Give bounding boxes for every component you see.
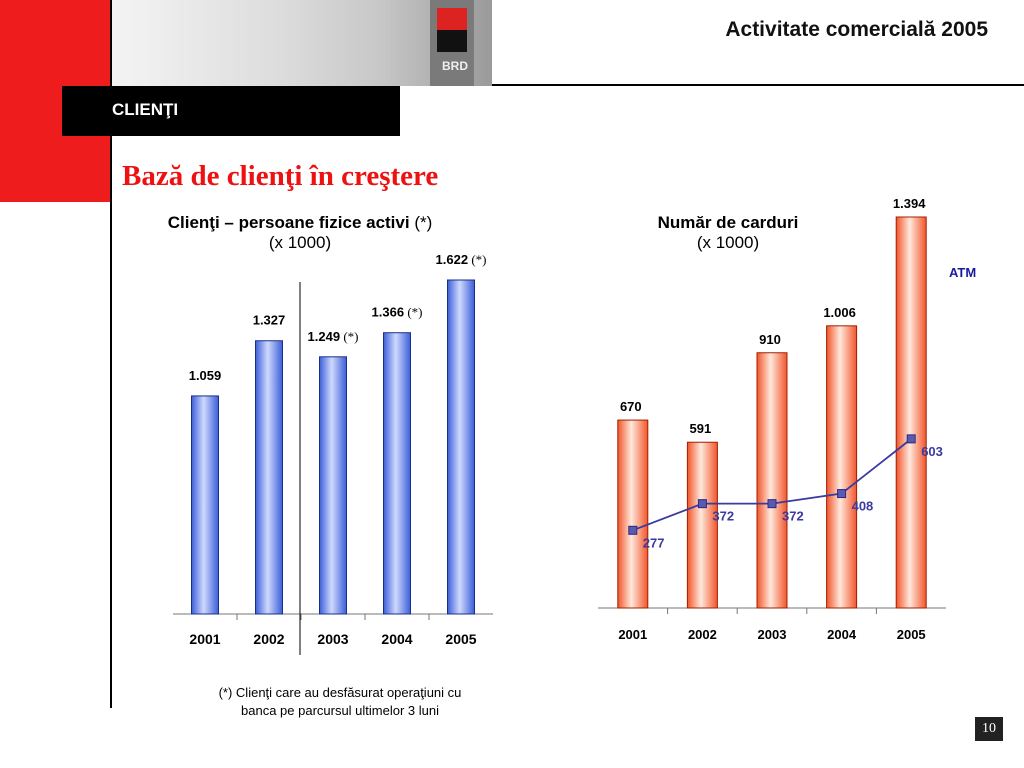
bar-2001 (191, 395, 219, 615)
left-chart-subtitle: (x 1000) (268, 233, 332, 252)
section-label: CLIENŢI (112, 100, 179, 119)
left-chart-title-suffix: (*) (409, 213, 433, 232)
x-tick-label-2003: 2003 (317, 631, 348, 647)
bar-value-label-2003: 910 (759, 332, 781, 347)
atm-marker-2003 (767, 499, 777, 509)
atm-legend-label: ATM (949, 265, 976, 280)
page-number: 10 (975, 717, 1003, 741)
bar-2002 (686, 441, 718, 609)
right-chart-title: Număr de carduri (x 1000) (600, 213, 856, 253)
bar-value-label-2003: 1.249 (*) (308, 329, 359, 344)
atm-value-label-2002: 372 (712, 509, 734, 524)
footnote: (*) Clienţi care au desfăsurat operaţiun… (190, 684, 490, 720)
right-chart-title-main: Număr de carduri (657, 213, 799, 232)
x-tick-label-2002: 2002 (688, 627, 717, 642)
atm-value-label-2001: 277 (643, 535, 665, 550)
bar-2005 (447, 279, 475, 615)
atm-value-label-2003: 372 (782, 509, 804, 524)
bar-2001 (617, 419, 649, 609)
x-tick-label-2004: 2004 (827, 627, 857, 642)
brd-logo-text: BRD (442, 59, 468, 73)
bar-2003 (319, 356, 347, 615)
x-tick-label-2001: 2001 (618, 627, 647, 642)
bar-value-label-2004: 1.366 (*) (372, 305, 423, 320)
atm-marker-2005 (906, 434, 916, 444)
x-tick-label-2005: 2005 (445, 631, 476, 647)
atm-marker-2001 (628, 525, 638, 535)
brd-building-logo: BRD (430, 0, 474, 86)
atm-marker-2004 (837, 489, 847, 499)
bar-2004 (826, 325, 858, 609)
atm-value-label-2004: 408 (852, 499, 874, 514)
header-underline (492, 84, 1024, 86)
vertical-divider (110, 0, 112, 708)
bar-value-label-2001: 1.059 (189, 368, 222, 383)
atm-marker-2002 (697, 499, 707, 509)
x-tick-label-2002: 2002 (253, 631, 284, 647)
x-tick-label-2004: 2004 (381, 631, 412, 647)
x-tick-label-2001: 2001 (189, 631, 220, 647)
bar-2003 (756, 352, 788, 609)
bar-2005 (895, 216, 927, 609)
section-bar: CLIENŢI (62, 86, 400, 136)
atm-value-label-2005: 603 (921, 444, 943, 459)
bar-2002 (255, 340, 283, 615)
x-tick-label-2005: 2005 (897, 627, 926, 642)
atm-series-line (632, 438, 912, 532)
right-chart-subtitle: (x 1000) (696, 233, 760, 252)
bar-value-label-2005: 1.622 (*) (436, 252, 487, 267)
header-photo: BRD (112, 0, 492, 86)
left-chart-title: Clienţi – persoane fizice activi (*) (x … (140, 213, 460, 253)
footnote-line-1: (*) Clienţi care au desfăsurat operaţiun… (218, 685, 462, 700)
bar-value-label-2001: 670 (620, 399, 642, 414)
bar-value-label-2002: 1.327 (253, 313, 286, 328)
footnote-line-2: banca pe parcursul ultimelor 3 luni (241, 703, 439, 718)
x-tick-label-2003: 2003 (758, 627, 787, 642)
bar-value-label-2002: 591 (690, 421, 712, 436)
header-title: Activitate comercială 2005 (725, 18, 988, 41)
bar-value-label-2004: 1.006 (823, 305, 856, 320)
bar-value-label-2005: 1.394 (893, 196, 926, 211)
bar-2004 (383, 332, 411, 615)
left-chart-title-main: Clienţi – persoane fizice activi (167, 213, 410, 232)
main-title: Bază de clienţi în creştere (122, 160, 439, 192)
